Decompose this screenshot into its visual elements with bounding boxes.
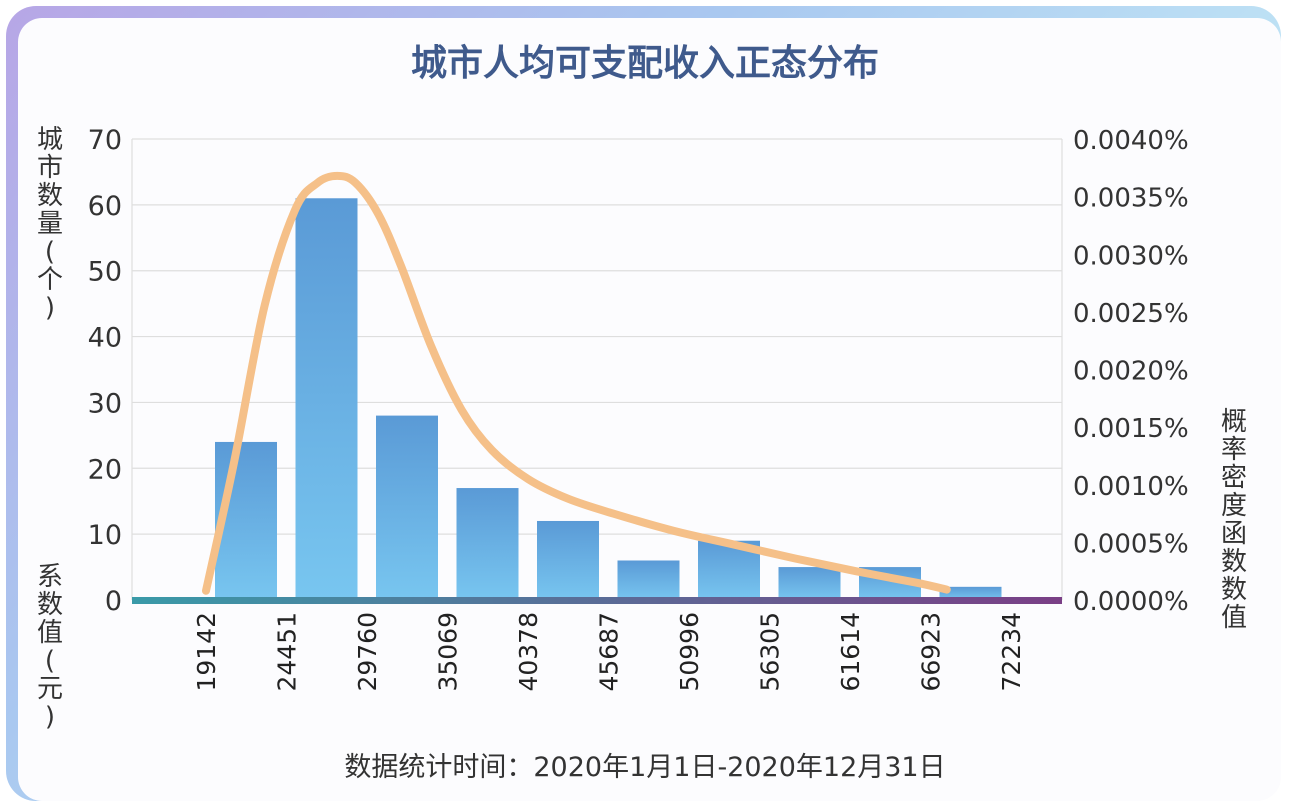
x-tick-72234: 72234 bbox=[997, 612, 1026, 692]
x-tick-35069: 35069 bbox=[434, 612, 463, 692]
ylabel-char-1: 市 bbox=[37, 153, 63, 183]
bar-56305 bbox=[778, 567, 841, 600]
y2-tick-7: 0.0035% bbox=[1073, 184, 1189, 214]
x-tick-45687: 45687 bbox=[595, 612, 624, 692]
y-tick-30: 30 bbox=[88, 388, 122, 419]
y2-axis-ticks: 0.0000% 0.0005% 0.0010% 0.0015% 0.0020% 0.002… bbox=[1073, 126, 1189, 617]
y2label-char-4: 函 bbox=[1221, 519, 1247, 549]
y2label-char-5: 数 bbox=[1221, 547, 1247, 577]
chart-title: 城市人均可支配收入正态分布 bbox=[411, 43, 879, 84]
xlabel-char-3: ( bbox=[45, 646, 55, 676]
x-tick-50996: 50996 bbox=[675, 612, 704, 692]
ylabel-char-0: 城 bbox=[37, 125, 63, 155]
bar-35069 bbox=[456, 488, 519, 600]
y-tick-10: 10 bbox=[88, 520, 122, 551]
y2label-char-7: 值 bbox=[1221, 603, 1247, 633]
xlabel-char-2: 值 bbox=[37, 618, 63, 648]
bar-40378 bbox=[537, 520, 599, 600]
y-tick-60: 60 bbox=[88, 191, 122, 222]
ylabel-char-6: ) bbox=[45, 293, 55, 323]
ylabel-char-5: 个 bbox=[37, 265, 63, 295]
y2-tick-6: 0.0030% bbox=[1073, 241, 1189, 271]
bar-29760 bbox=[376, 415, 438, 600]
y2label-char-6: 数 bbox=[1221, 575, 1247, 605]
y-tick-70: 70 bbox=[88, 125, 122, 156]
ylabel-char-4: ( bbox=[45, 237, 55, 267]
y-axis-ticks: 0 10 20 30 40 50 60 70 bbox=[88, 125, 122, 617]
x-axis-ticks: 19142 24451 29760 35069 40378 45687 50996 56305… bbox=[192, 612, 1026, 692]
x-tick-24451: 24451 bbox=[273, 612, 302, 692]
y2-tick-8: 0.0040% bbox=[1073, 126, 1189, 156]
x-tick-19142: 19142 bbox=[192, 612, 221, 692]
bar-45687 bbox=[617, 560, 680, 600]
y-tick-50: 50 bbox=[88, 257, 122, 288]
y2label-char-0: 概 bbox=[1221, 407, 1247, 437]
y2-tick-4: 0.0020% bbox=[1073, 357, 1189, 387]
ylabel-char-2: 数 bbox=[37, 181, 63, 211]
y-tick-0: 0 bbox=[105, 586, 122, 617]
bar-66923 bbox=[939, 586, 1002, 600]
y2-tick-0: 0.0000% bbox=[1073, 587, 1189, 617]
y2-tick-1: 0.0005% bbox=[1073, 529, 1189, 559]
x-tick-29760: 29760 bbox=[353, 612, 382, 692]
bar-series bbox=[215, 198, 1002, 600]
x-axis-label: 系数值(元) bbox=[37, 562, 63, 732]
y2label-char-3: 度 bbox=[1221, 491, 1247, 521]
y2-tick-5: 0.0025% bbox=[1073, 299, 1189, 329]
xlabel-char-0: 系 bbox=[37, 562, 63, 592]
y2label-char-2: 密 bbox=[1221, 463, 1247, 493]
ylabel-char-3: 量 bbox=[37, 209, 63, 239]
y2-tick-2: 0.0010% bbox=[1073, 472, 1189, 502]
y2-tick-3: 0.0015% bbox=[1073, 414, 1189, 444]
chart-card bbox=[18, 18, 1281, 801]
x-tick-61614: 61614 bbox=[836, 612, 865, 692]
density-curve bbox=[202, 171, 951, 595]
xlabel-char-1: 数 bbox=[37, 590, 63, 620]
x-tick-56305: 56305 bbox=[756, 612, 785, 692]
x-axis-baseline bbox=[132, 597, 1062, 604]
xlabel-char-4: 元 bbox=[37, 674, 63, 704]
x-tick-66923: 66923 bbox=[917, 612, 946, 692]
gridlines bbox=[131, 138, 1063, 601]
y-tick-20: 20 bbox=[88, 454, 122, 485]
xlabel-char-5: ) bbox=[45, 702, 55, 732]
y2label-char-1: 率 bbox=[1221, 435, 1247, 465]
y-tick-40: 40 bbox=[88, 323, 122, 354]
x-tick-40378: 40378 bbox=[514, 612, 543, 692]
date-footnote: 数据统计时间：2020年1月1日-2020年12月31日 bbox=[344, 752, 945, 783]
bar-24451 bbox=[295, 198, 358, 600]
